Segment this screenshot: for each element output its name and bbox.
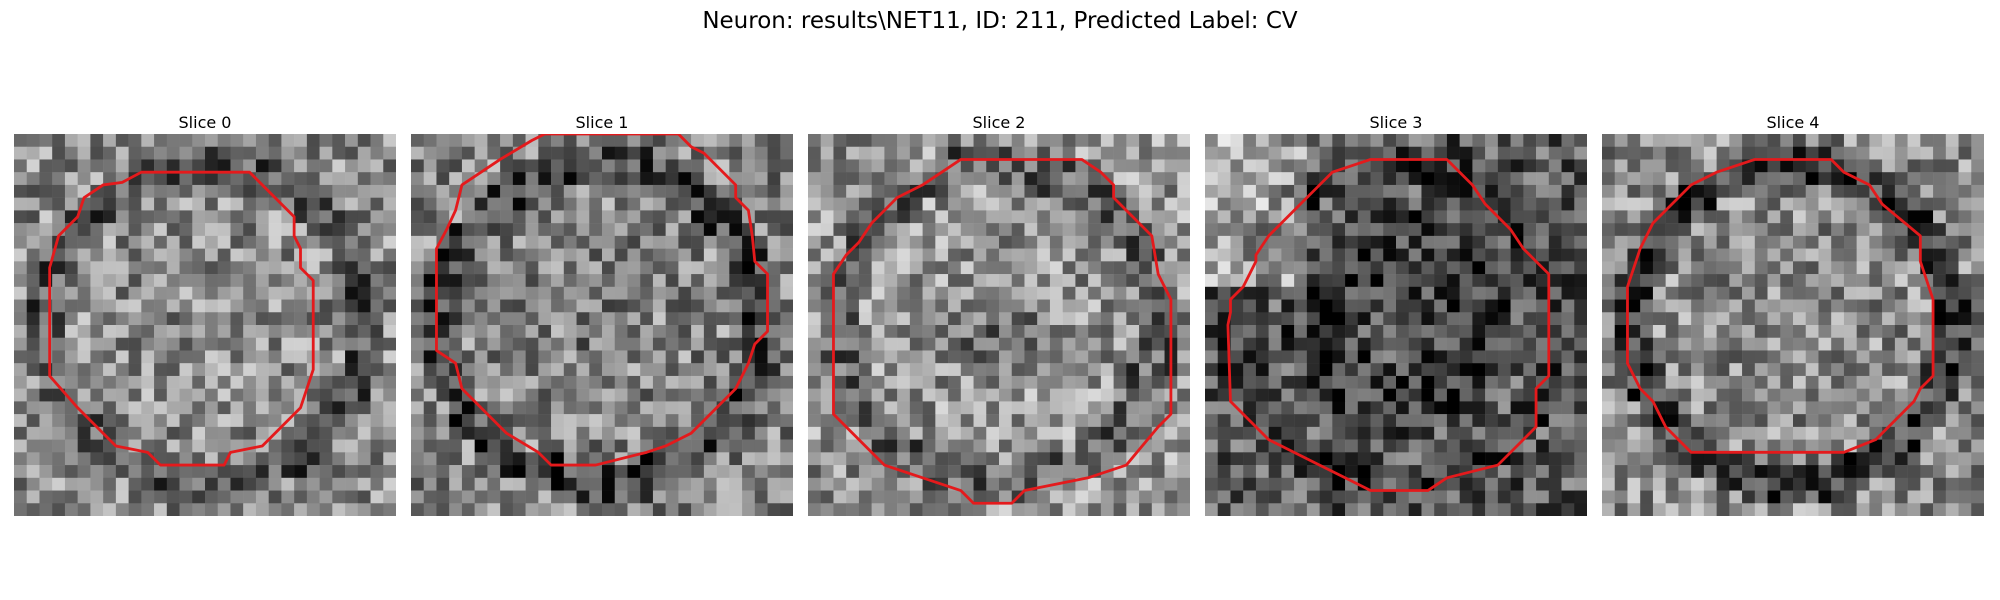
slice-panel-3: Slice 3	[1205, 112, 1587, 516]
slice-image-3	[1205, 134, 1587, 516]
slice-image-4	[1602, 134, 1984, 516]
pixel-grid	[808, 134, 1190, 516]
slice-title: Slice 0	[178, 113, 232, 132]
slice-title: Slice 3	[1369, 113, 1423, 132]
slice-panel-2: Slice 2	[808, 112, 1190, 516]
contour-outline	[48, 170, 315, 467]
slice-title: Slice 4	[1766, 113, 1820, 132]
contour-outline	[435, 134, 769, 467]
pixel-grid	[14, 134, 396, 516]
pixel-grid	[1205, 134, 1587, 516]
contour-outline	[1226, 158, 1551, 492]
figure-title: Neuron: results\NET11, ID: 211, Predicte…	[702, 8, 1298, 34]
slice-image-0	[14, 134, 396, 516]
contour-outline	[832, 158, 1173, 505]
slice-title: Slice 1	[575, 113, 629, 132]
contour-outline	[1626, 158, 1935, 454]
slice-title: Slice 2	[972, 113, 1026, 132]
slice-panel-0: Slice 0	[14, 112, 396, 516]
slice-panel-1: Slice 1	[411, 112, 793, 516]
slice-image-1	[411, 134, 793, 516]
slice-image-2	[808, 134, 1190, 516]
pixel-grid	[411, 134, 793, 516]
pixel-grid	[1602, 134, 1984, 516]
slice-panel-4: Slice 4	[1602, 112, 1984, 516]
